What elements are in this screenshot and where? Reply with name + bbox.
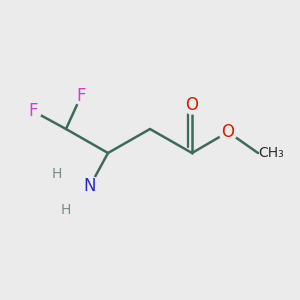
Circle shape (25, 103, 41, 119)
Text: CH₃: CH₃ (258, 146, 284, 160)
Circle shape (49, 166, 65, 182)
Circle shape (183, 96, 201, 114)
Circle shape (80, 176, 100, 196)
Text: H: H (61, 203, 71, 217)
Circle shape (219, 123, 237, 141)
Circle shape (58, 202, 74, 218)
Text: F: F (76, 87, 86, 105)
Text: F: F (28, 102, 38, 120)
Text: N: N (84, 177, 96, 195)
Text: O: O (221, 123, 235, 141)
Circle shape (73, 88, 89, 104)
Text: O: O (185, 96, 199, 114)
Text: H: H (52, 167, 62, 181)
